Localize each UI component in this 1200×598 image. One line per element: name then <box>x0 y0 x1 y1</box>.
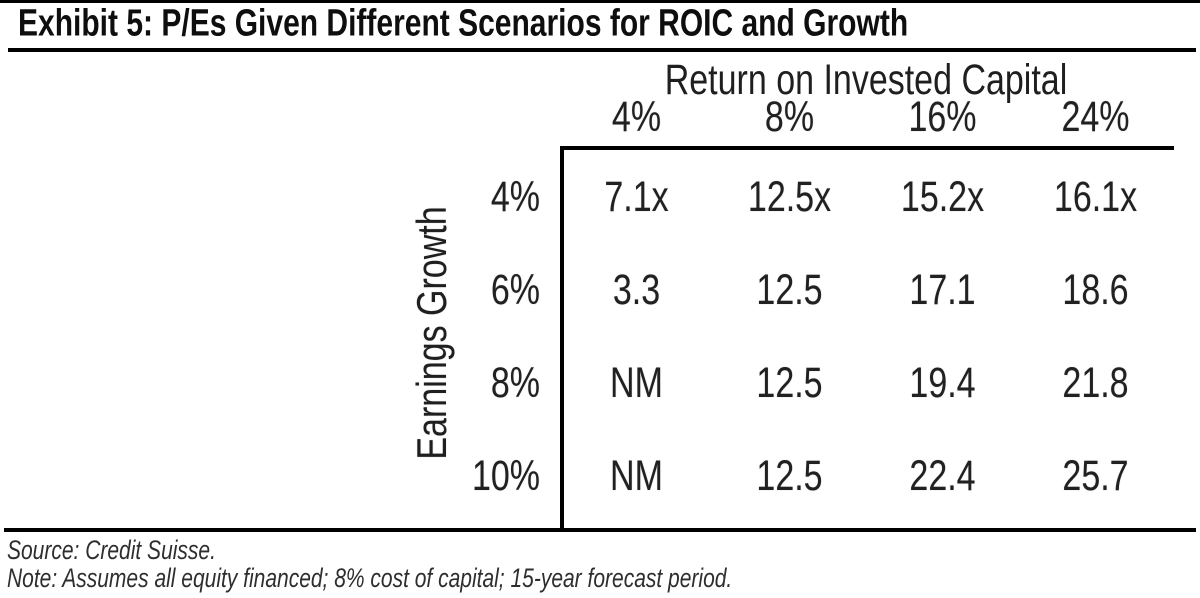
column-group-header: Return on Invested Capital <box>560 56 1172 104</box>
table-cell: 18.6 <box>1019 243 1172 336</box>
table-top-border <box>560 146 1174 150</box>
table-cell-text: 21.8 <box>1062 358 1129 407</box>
column-header-row: 4% 8% 16% 24% <box>560 93 1172 141</box>
row-header: 8% <box>390 336 540 429</box>
row-header-text: 4% <box>490 172 540 221</box>
top-edge-line <box>0 0 1200 3</box>
table-cell-text: 3.3 <box>612 265 661 314</box>
table-cell-text: 19.4 <box>909 358 976 407</box>
table-cell: NM <box>560 429 713 522</box>
column-header: 24% <box>1019 93 1172 141</box>
table-cell-text: 18.6 <box>1062 265 1129 314</box>
row-header: 10% <box>390 429 540 522</box>
source-text: Source: Credit Suisse. <box>7 535 216 566</box>
row-header: 6% <box>390 243 540 336</box>
note-line: Note: Assumes all equity financed; 8% co… <box>7 565 732 592</box>
table-cell: 12.5 <box>713 336 866 429</box>
table-cell: 12.5x <box>713 150 866 243</box>
table-cell: NM <box>560 336 713 429</box>
table-cell-text: 22.4 <box>909 451 976 500</box>
table-cell: 21.8 <box>1019 336 1172 429</box>
table-cell-text: NM <box>610 358 663 407</box>
table-cell: 17.1 <box>866 243 1019 336</box>
note-text: Note: Assumes all equity financed; 8% co… <box>7 563 733 594</box>
column-header: 8% <box>713 93 866 141</box>
table-cell: 19.4 <box>866 336 1019 429</box>
table-cell-text: 16.1x <box>1053 172 1138 221</box>
column-header-text: 8% <box>764 93 815 141</box>
table-left-border <box>560 146 564 532</box>
column-header: 16% <box>866 93 1019 141</box>
table-cell-text: 7.1x <box>604 172 669 221</box>
table-cell: 25.7 <box>1019 429 1172 522</box>
table-cell-text: 12.5 <box>756 358 823 407</box>
row-header-text: 10% <box>471 451 540 500</box>
row-header-text: 6% <box>490 265 540 314</box>
exhibit-title-text: Exhibit 5: P/Es Given Different Scenario… <box>18 2 909 45</box>
table-bottom-border <box>4 528 1196 532</box>
table-cell-text: 12.5 <box>756 265 823 314</box>
column-header: 4% <box>560 93 713 141</box>
table-cell-text: 25.7 <box>1062 451 1129 500</box>
table-cell-text: 15.2x <box>900 172 985 221</box>
table-cell: 22.4 <box>866 429 1019 522</box>
title-underline <box>8 48 1196 52</box>
row-header-column: 4% 6% 8% 10% <box>390 150 540 528</box>
table-cell-text: 12.5 <box>756 451 823 500</box>
row-header-text: 8% <box>490 358 540 407</box>
table-cell: 12.5 <box>713 243 866 336</box>
column-header-text: 24% <box>1061 93 1130 141</box>
table-cell: 7.1x <box>560 150 713 243</box>
pe-data-grid: 7.1x 12.5x 15.2x 16.1x 3.3 12.5 17.1 18.… <box>560 150 1172 528</box>
table-cell-text: 17.1 <box>909 265 976 314</box>
table-cell: 15.2x <box>866 150 1019 243</box>
table-cell-text: 12.5x <box>747 172 832 221</box>
row-header: 4% <box>390 150 540 243</box>
source-line: Source: Credit Suisse. <box>7 537 216 564</box>
column-group-header-text: Return on Invested Capital <box>664 56 1068 104</box>
exhibit-title: Exhibit 5: P/Es Given Different Scenario… <box>18 4 908 42</box>
table-cell: 12.5 <box>713 429 866 522</box>
table-cell: 3.3 <box>560 243 713 336</box>
column-header-text: 16% <box>908 93 977 141</box>
column-header-text: 4% <box>611 93 662 141</box>
table-cell-text: NM <box>610 451 663 500</box>
table-cell: 16.1x <box>1019 150 1172 243</box>
